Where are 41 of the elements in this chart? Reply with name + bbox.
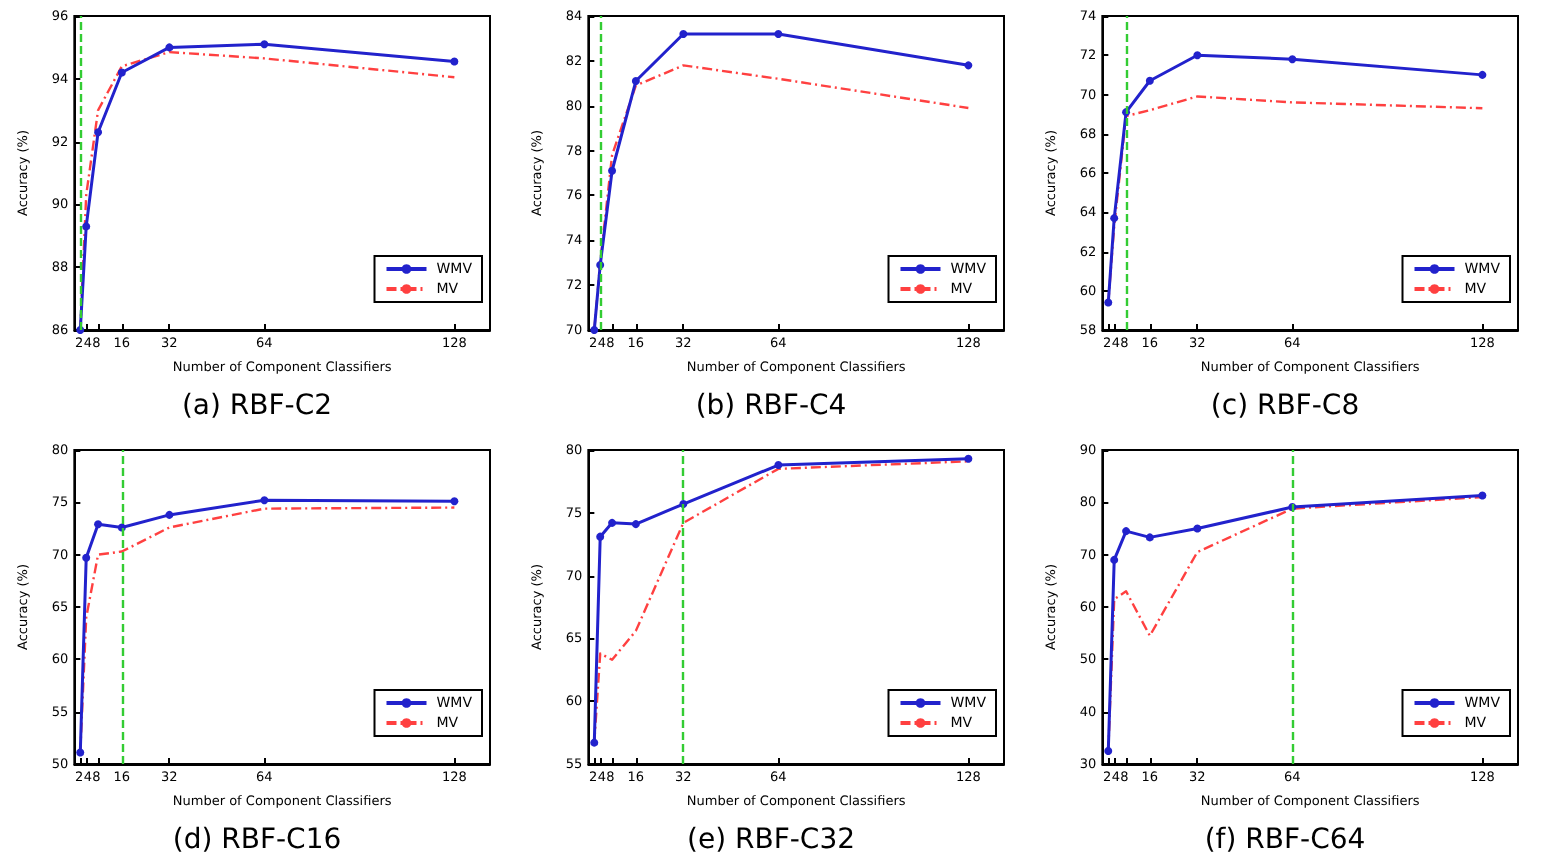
point	[1193, 524, 1202, 533]
point	[1145, 533, 1154, 542]
point	[964, 61, 973, 70]
point	[1104, 298, 1113, 307]
point	[1478, 70, 1487, 79]
point	[1122, 527, 1131, 536]
point	[608, 518, 617, 527]
text: (a) RBF-C2	[181, 390, 333, 422]
point	[590, 738, 599, 747]
text: (c) RBF-C8	[1210, 390, 1360, 422]
point	[1104, 746, 1113, 755]
point	[1110, 555, 1119, 564]
point	[679, 29, 688, 38]
point	[94, 520, 103, 529]
point	[94, 128, 103, 137]
point	[117, 68, 126, 77]
text: (b) RBF-C4	[695, 390, 847, 422]
text: (e) RBF-C32	[686, 824, 856, 856]
point	[1288, 55, 1297, 64]
point	[450, 57, 459, 66]
point	[450, 497, 459, 506]
point	[76, 748, 85, 757]
text: (f) RBF-C64	[1204, 824, 1366, 856]
point	[631, 520, 640, 529]
point	[165, 510, 174, 519]
point	[631, 77, 640, 86]
point	[260, 40, 269, 49]
point	[774, 29, 783, 38]
point	[1478, 491, 1487, 500]
point	[1110, 214, 1119, 223]
point	[165, 43, 174, 52]
text: (d) RBF-C16	[172, 824, 342, 856]
point	[82, 222, 91, 231]
point	[774, 461, 783, 470]
point	[1193, 51, 1202, 60]
point	[964, 454, 973, 463]
point	[596, 532, 605, 541]
point	[260, 496, 269, 505]
point	[82, 553, 91, 562]
point	[1145, 76, 1154, 85]
point	[608, 166, 617, 175]
